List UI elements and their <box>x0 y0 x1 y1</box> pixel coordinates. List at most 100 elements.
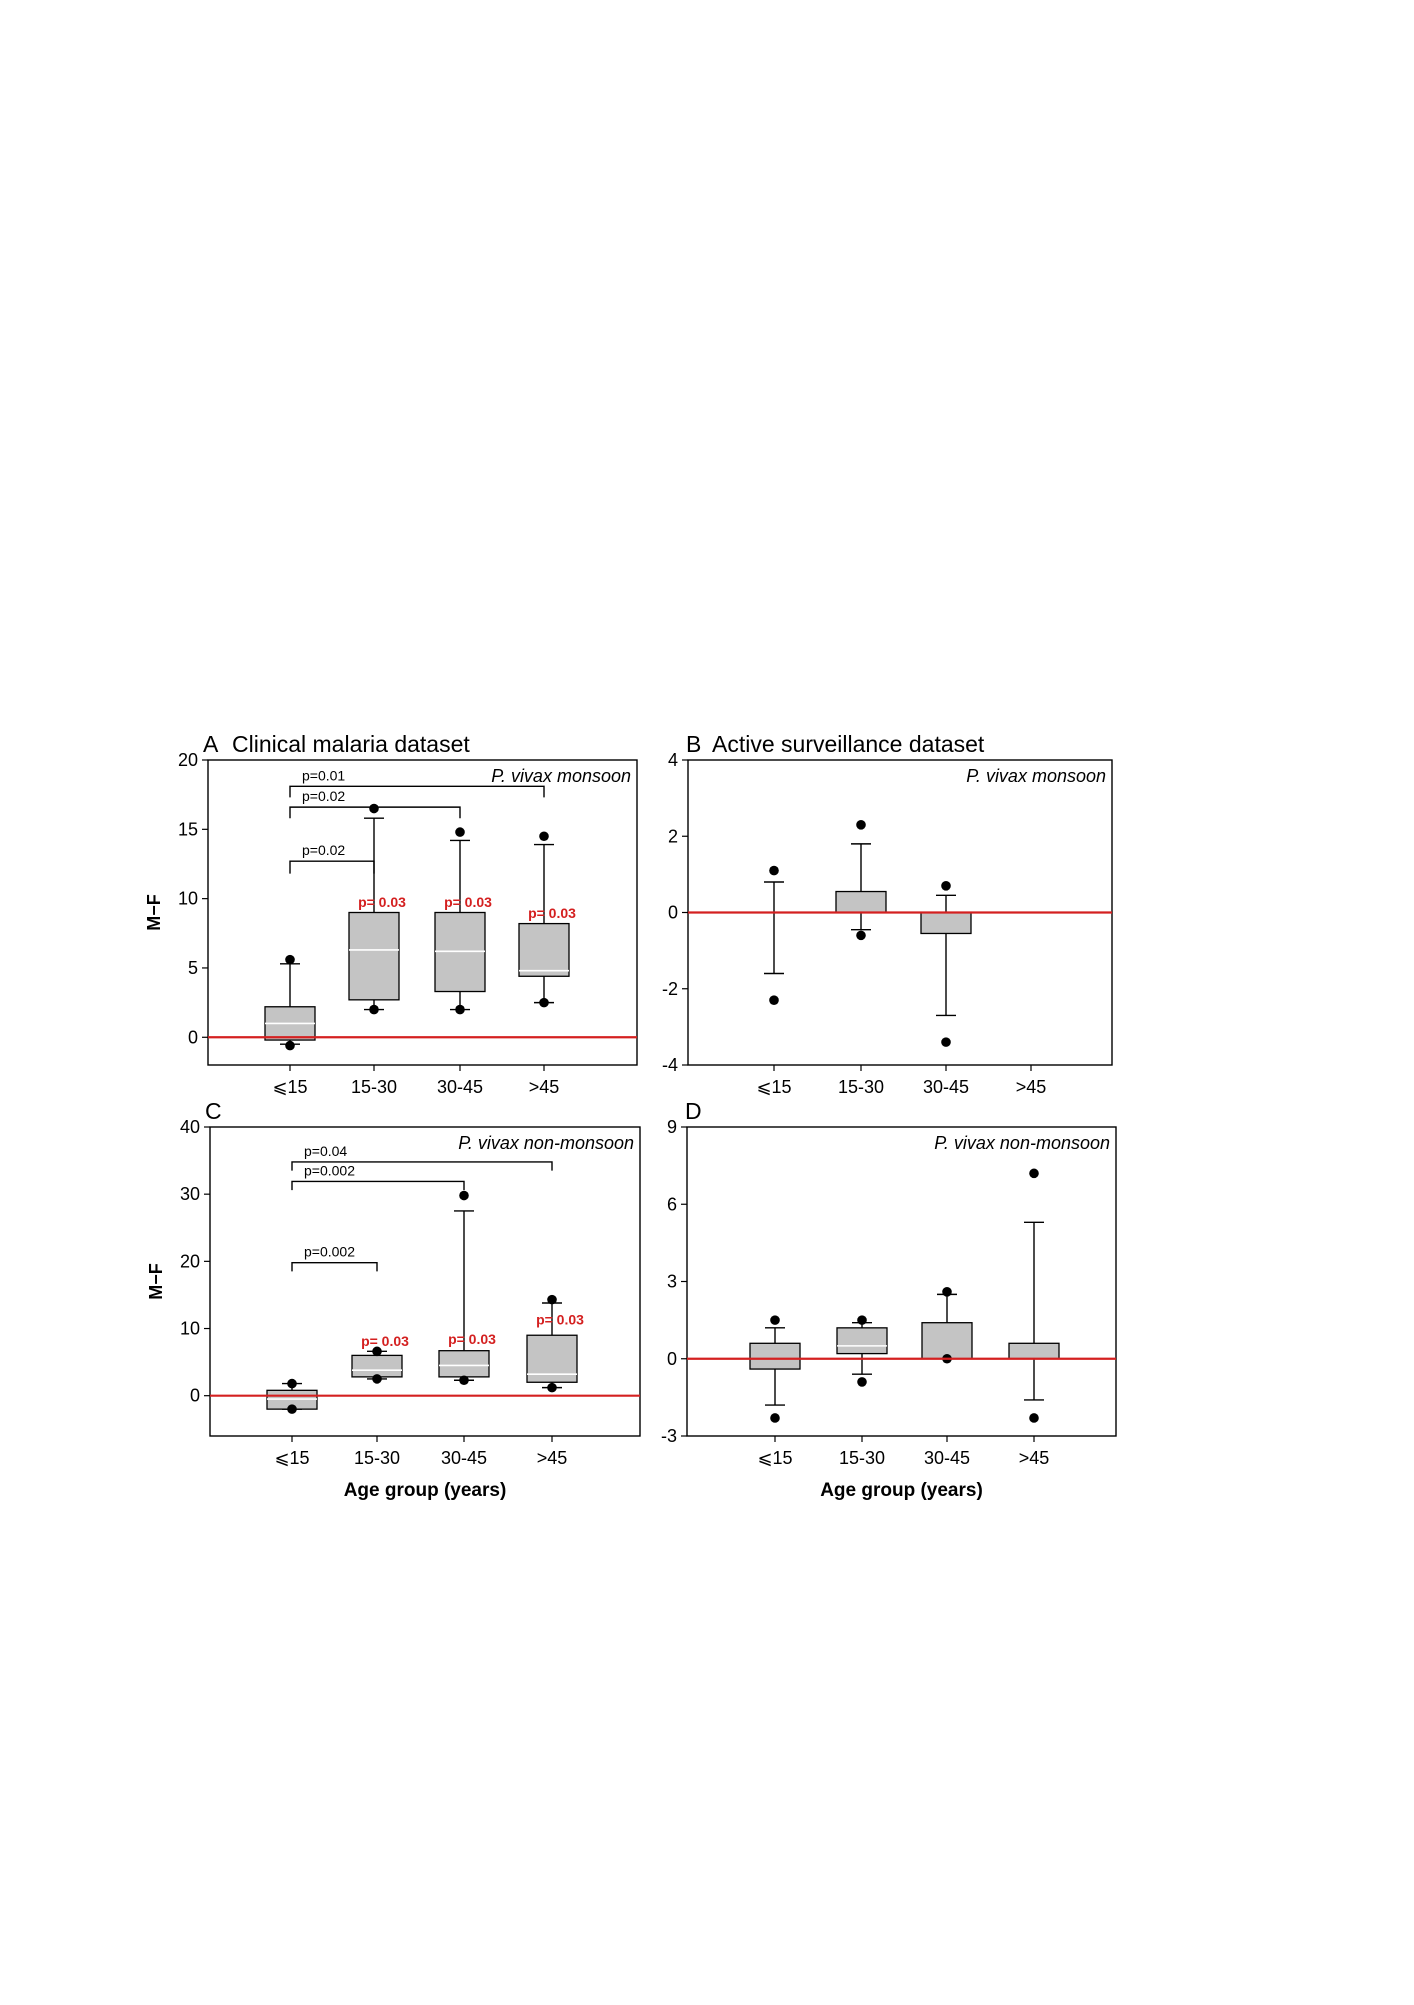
panel-letter: B <box>686 731 701 757</box>
outlier-point <box>285 1040 295 1051</box>
outlier-point <box>941 881 951 891</box>
species-annotation: P. vivax monsoon <box>966 766 1106 786</box>
plot-frame <box>209 1126 641 1437</box>
box-3 <box>921 1287 973 1364</box>
box-body <box>438 1350 490 1378</box>
bracket-line <box>291 1180 465 1191</box>
outlier-point <box>459 1375 469 1386</box>
y-tick-label: -4 <box>662 1055 678 1075</box>
y-tick-label: 10 <box>178 889 198 909</box>
box-4 <box>526 1294 578 1393</box>
x-tick-label: 30-45 <box>441 1448 487 1468</box>
box-1 <box>749 1315 801 1423</box>
box-3 <box>434 827 486 1015</box>
y-tick-label: 9 <box>667 1117 677 1137</box>
outlier-point <box>372 1346 382 1357</box>
significance-bracket: p=0.02 <box>289 788 461 819</box>
x-tick-label: >45 <box>1019 1448 1050 1468</box>
outlier-point <box>369 1004 379 1015</box>
outlier-point <box>455 827 465 837</box>
y-tick-label: 5 <box>188 958 198 978</box>
significance-bracket: p=0.02 <box>289 842 375 874</box>
outlier-point <box>547 1294 557 1305</box>
box-p-value: p= 0.03 <box>528 905 576 921</box>
y-axis-label: M−F <box>144 894 164 931</box>
bracket-p-value: p=0.002 <box>304 1244 355 1260</box>
panel-a: A Clinical malaria dataset P. vivax monsoo… <box>144 731 638 1097</box>
outlier-point <box>539 997 549 1008</box>
panel-letter: D <box>685 1098 702 1124</box>
box-2 <box>351 1346 403 1384</box>
box-2 <box>836 1315 888 1387</box>
outlier-point <box>769 865 779 876</box>
box-body <box>348 911 400 1001</box>
outlier-point <box>459 1190 469 1201</box>
box-p-value: p= 0.03 <box>448 1331 496 1347</box>
box-body <box>920 911 972 935</box>
plot-frame <box>207 759 638 1066</box>
box-body <box>749 1342 801 1370</box>
panel-b: B Active surveillance dataset P. vivax mon… <box>662 731 1113 1097</box>
outlier-point <box>770 1315 780 1325</box>
x-tick-label: 30-45 <box>923 1077 969 1097</box>
bracket-p-value: p=0.002 <box>304 1162 355 1178</box>
y-tick-label: 20 <box>180 1251 200 1271</box>
y-tick-label: 3 <box>667 1272 677 1292</box>
outlier-point <box>770 1413 780 1423</box>
box-body <box>835 890 887 914</box>
y-tick-label: 0 <box>190 1386 200 1406</box>
outlier-point <box>287 1404 297 1414</box>
box-4 <box>1008 1168 1060 1423</box>
x-tick-label: >45 <box>529 1077 560 1097</box>
y-tick-label: 6 <box>667 1194 677 1214</box>
outlier-point <box>1029 1168 1039 1179</box>
box-body <box>526 1334 578 1383</box>
box-3 <box>920 881 972 1047</box>
y-tick-label: -3 <box>661 1426 677 1446</box>
species-annotation: P. vivax non-monsoon <box>458 1133 634 1153</box>
x-axis-label: Age group (years) <box>344 1480 507 1501</box>
box-p-value: p= 0.03 <box>536 1311 584 1327</box>
box-body <box>351 1354 403 1378</box>
panel-letter: C <box>205 1098 222 1124</box>
species-annotation: P. vivax non-monsoon <box>934 1133 1110 1153</box>
y-tick-label: 15 <box>178 819 198 839</box>
bracket-p-value: p=0.04 <box>304 1143 347 1159</box>
y-tick-label: 30 <box>180 1184 200 1204</box>
bracket-line <box>291 1261 378 1272</box>
species-annotation: P. vivax monsoon <box>491 766 631 786</box>
box-body <box>518 922 570 977</box>
x-axis-label: Age group (years) <box>820 1480 983 1501</box>
panel-title: Active surveillance dataset <box>712 731 985 757</box>
outlier-point <box>857 1377 867 1387</box>
outlier-point <box>857 1315 867 1325</box>
x-tick-label: 15-30 <box>351 1077 397 1097</box>
outlier-point <box>856 820 866 830</box>
bracket-p-value: p=0.01 <box>302 767 345 783</box>
bracket-line <box>289 785 545 798</box>
bracket-line <box>289 860 375 874</box>
outlier-point <box>287 1378 297 1389</box>
outlier-point <box>372 1374 382 1384</box>
y-tick-label: -2 <box>662 979 678 999</box>
panel-letter: A <box>203 731 219 757</box>
bracket-line <box>291 1161 553 1171</box>
box-1 <box>764 865 784 1005</box>
y-tick-label: 10 <box>180 1319 200 1339</box>
y-tick-label: 0 <box>668 903 678 923</box>
x-tick-label: 15-30 <box>839 1448 885 1468</box>
outlier-point <box>285 954 295 965</box>
x-tick-label: 30-45 <box>924 1448 970 1468</box>
plot-frame <box>686 1126 1117 1437</box>
box-p-value: p= 0.03 <box>361 1333 409 1349</box>
x-tick-label: 15-30 <box>354 1448 400 1468</box>
significance-bracket: p=0.01 <box>289 767 545 798</box>
x-tick-label: 15-30 <box>838 1077 884 1097</box>
x-tick-label: ⩽15 <box>756 1077 791 1097</box>
box-3 <box>438 1190 490 1386</box>
outlier-point <box>1029 1413 1039 1423</box>
x-tick-label: >45 <box>537 1448 568 1468</box>
bracket-line <box>289 806 461 819</box>
